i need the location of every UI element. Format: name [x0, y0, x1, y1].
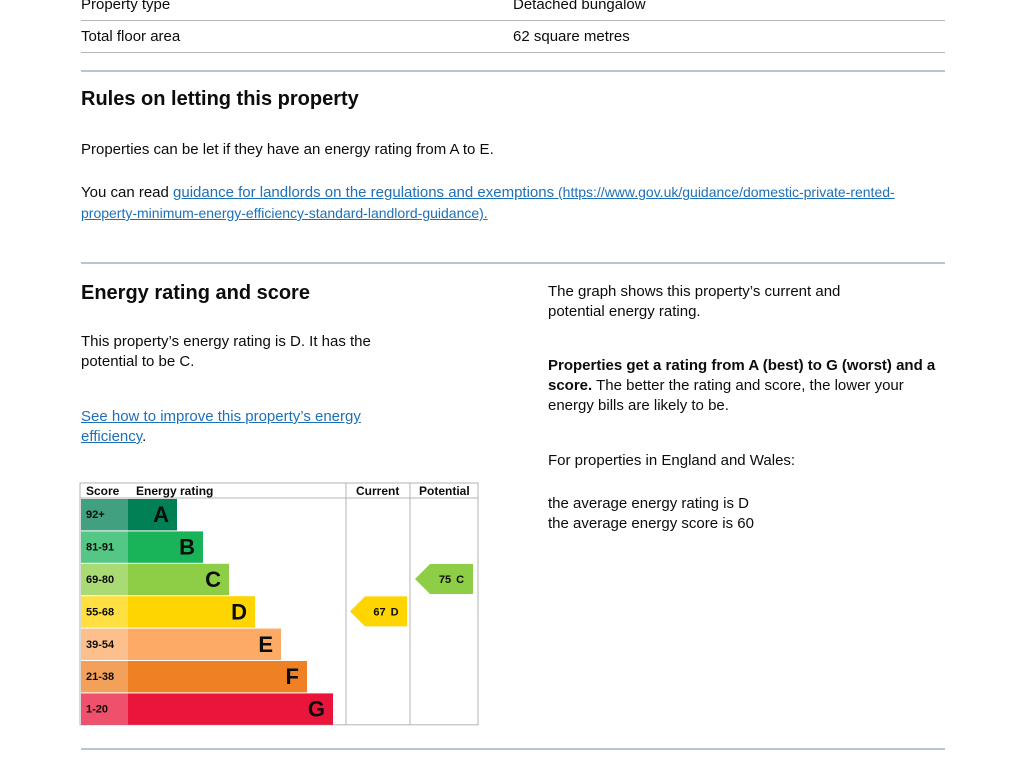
band-score-cell — [81, 693, 128, 725]
band-score-cell — [81, 661, 128, 693]
heading: Rules on letting this property — [81, 88, 359, 110]
section-divider — [81, 70, 945, 72]
cell: Detached bungalow — [513, 0, 646, 13]
heading: Energy rating and score — [81, 282, 310, 304]
rating-marker-label: 75 C — [439, 574, 464, 586]
cell: 62 square metres — [513, 28, 630, 45]
marker-score: 75 — [439, 574, 451, 586]
band-letter: C — [205, 567, 221, 592]
band-bar — [128, 596, 255, 628]
band-letter: B — [179, 535, 195, 560]
paragraph: The graph shows this property’s current … — [548, 283, 841, 320]
band-letter: A — [153, 502, 169, 527]
band-bar — [128, 661, 307, 693]
paragraph: the average energy rating is D — [548, 495, 749, 512]
column-header: Potential — [419, 484, 470, 498]
link[interactable]: See how to improve this property’s energ… — [81, 408, 361, 445]
paragraph: Properties can be let if they have an en… — [81, 141, 494, 158]
section-divider — [81, 748, 945, 750]
band-score: 92+ — [86, 509, 105, 521]
band-score-cell — [81, 596, 128, 628]
column-header: Energy rating — [136, 484, 213, 498]
band-bar — [128, 531, 203, 563]
band-score: 1-20 — [86, 704, 108, 716]
band-bar — [128, 628, 281, 660]
row-divider — [81, 20, 945, 21]
marker-rating: D — [391, 606, 399, 618]
paragraph: Properties get a rating from A (best) to… — [548, 356, 948, 416]
band-score-cell — [81, 531, 128, 563]
band-letter: F — [286, 664, 299, 689]
column-header: Score — [86, 484, 120, 498]
paragraph: See how to improve this property’s energ… — [81, 407, 426, 447]
band-score: 81-91 — [86, 542, 114, 554]
band-bar — [128, 499, 177, 531]
cell: Property type — [81, 0, 171, 13]
url[interactable]: (https://www.gov.uk/guidance/domestic-pr… — [81, 184, 895, 221]
band-score-cell — [81, 563, 128, 596]
band-score-cell — [81, 628, 128, 660]
band-score: 21-38 — [86, 671, 114, 683]
row-divider — [81, 52, 945, 53]
band-letter: E — [258, 632, 273, 657]
paragraph: You can read guidance for landlords on t… — [81, 182, 911, 224]
marker-rating: C — [456, 574, 464, 586]
band-bar — [128, 563, 229, 596]
rating-marker — [415, 564, 473, 594]
text: The better the rating and score, the low… — [548, 377, 904, 414]
band-letter: D — [231, 599, 247, 624]
band-score: 55-68 — [86, 606, 114, 618]
rating-marker-label: 67 D — [373, 606, 398, 618]
cell: Total floor area — [81, 28, 181, 45]
link[interactable]: guidance for landlords on the regulation… — [173, 184, 555, 201]
section-divider — [81, 262, 945, 264]
paragraph: For properties in England and Wales: — [548, 452, 796, 469]
band-score: 69-80 — [86, 574, 114, 586]
text: You can read — [81, 184, 174, 201]
rating-marker — [350, 596, 407, 627]
band-letter: G — [308, 697, 325, 722]
column-header: Current — [356, 484, 399, 498]
paragraph: This property’s energy rating is D. It h… — [81, 333, 371, 370]
bold-text: Properties get a rating from A (best) to… — [548, 357, 936, 394]
band-score: 39-54 — [86, 639, 115, 651]
paragraph: the average energy score is 60 — [548, 515, 754, 532]
band-bar — [128, 693, 333, 725]
marker-score: 67 — [373, 606, 385, 618]
text: . — [142, 428, 147, 445]
band-score-cell — [81, 499, 128, 531]
